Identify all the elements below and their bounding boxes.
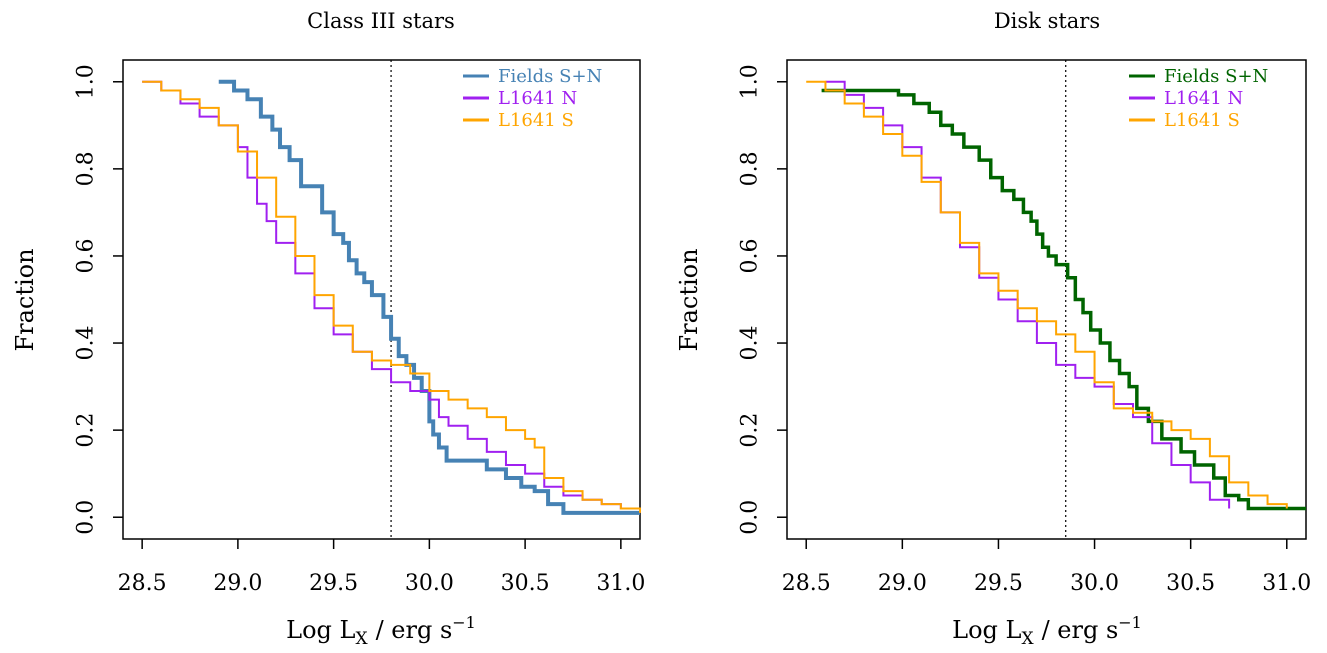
x-tick-label: 28.5 [118, 571, 167, 596]
y-tick-label: 0.0 [738, 500, 763, 535]
x-tick-label: 30.5 [1166, 571, 1215, 596]
legend-label: Fields S+N [1164, 66, 1268, 87]
legend-label: L1641 S [498, 110, 574, 131]
chart-title: Class III stars [307, 9, 455, 33]
series-line [806, 80, 1288, 509]
legend-label: L1641 N [498, 88, 577, 109]
y-tick-label: 0.4 [738, 326, 763, 361]
x-axis-label: Log LX / erg s−1 [286, 613, 476, 649]
plot-frame [786, 59, 1307, 540]
y-tick-label: 0.8 [74, 151, 99, 186]
x-tick-label: 29.5 [309, 571, 358, 596]
y-tick-label: 1.0 [74, 64, 99, 99]
x-tick-label: 29.0 [213, 571, 262, 596]
panel-class-iii: Class III stars 28.5 29.0 29.5 30.0 30.5 31.0… [11, 9, 645, 649]
y-tick-label: 0.6 [738, 238, 763, 273]
series-line [825, 80, 1231, 509]
series-group [806, 80, 1306, 511]
x-tick-label: 30.5 [501, 571, 550, 596]
y-tick-label: 0.4 [74, 326, 99, 361]
x-tick-label: 29.0 [878, 571, 927, 596]
plot-frame [122, 59, 641, 540]
x-tick-label: 31.0 [1262, 571, 1311, 596]
y-tick-label: 0.2 [738, 413, 763, 448]
y-tick-label: 0.2 [74, 413, 99, 448]
legend-label: Fields S+N [498, 66, 602, 87]
x-tick-label: 28.5 [782, 571, 831, 596]
x-tick-label: 29.5 [974, 571, 1023, 596]
chart-title: Disk stars [994, 9, 1100, 33]
axis-ticks: 28.5 29.0 29.5 30.0 30.5 31.0 0.0 0.2 0.4 0.6 0.8 1… [74, 64, 646, 596]
y-tick-label: 1.0 [738, 64, 763, 99]
x-tick-label: 30.0 [1070, 571, 1119, 596]
x-tick-label: 31.0 [596, 571, 645, 596]
series-line [821, 88, 1306, 511]
y-axis-label: Fraction [11, 248, 39, 351]
y-tick-label: 0.0 [74, 500, 99, 535]
y-tick-label: 0.8 [738, 151, 763, 186]
series-line [142, 80, 641, 513]
y-axis-label: Fraction [675, 248, 703, 351]
axis-ticks: 28.5 29.0 29.5 30.0 30.5 31.0 0.0 0.2 0.4 0.6 0.8 1… [738, 64, 1312, 596]
panel-disk: Disk stars 28.5 29.0 29.5 30.0 30.5 31.0 0.0 0.… [675, 9, 1311, 649]
legend-label: L1641 S [1164, 110, 1240, 131]
y-tick-label: 0.6 [74, 238, 99, 273]
series-group [142, 79, 641, 515]
series-line [218, 79, 640, 515]
x-tick-label: 30.0 [405, 571, 454, 596]
legend-label: L1641 N [1164, 88, 1243, 109]
x-axis-label: Log LX / erg s−1 [952, 613, 1142, 649]
